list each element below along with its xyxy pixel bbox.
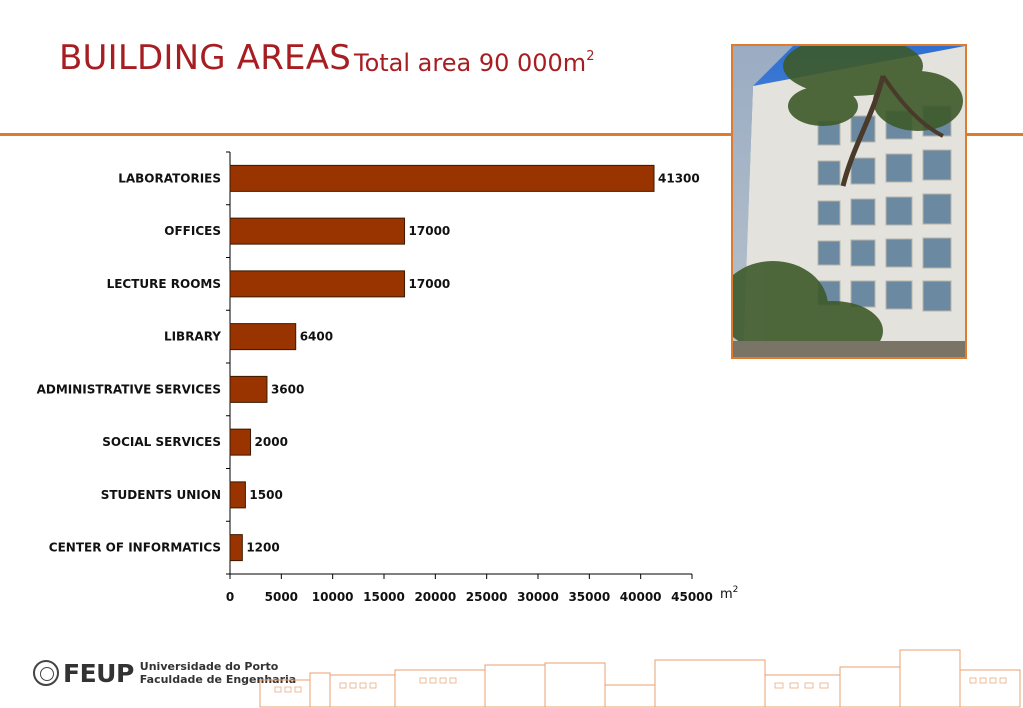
header-divider xyxy=(0,133,1023,136)
institution-line-2: Faculdade de Engenharia xyxy=(139,673,297,686)
x-tick-label: 20000 xyxy=(414,590,456,604)
category-label: LABORATORIES xyxy=(118,171,221,185)
x-tick-label: 0 xyxy=(226,590,234,604)
category-label: SOCIAL SERVICES xyxy=(102,435,221,449)
total-area-text: Total area 90 000m xyxy=(354,49,587,77)
page-title: BUILDING AREAS xyxy=(59,38,351,78)
x-tick-label: 15000 xyxy=(363,590,405,604)
institution-line-1: Universidade do Porto xyxy=(139,660,279,673)
y-axis-ticks xyxy=(226,151,230,575)
category-labels-group: LABORATORIES OFFICES LECTURE ROOMS LIBRARY A… xyxy=(37,171,222,554)
x-tick-label: 25000 xyxy=(466,590,508,604)
x-axis-ticks xyxy=(229,574,693,579)
category-label: LIBRARY xyxy=(164,330,221,344)
data-label: 1200 xyxy=(246,541,279,555)
data-labels-group: 41300 17000 17000 6400 3600 2000 1500 1200 xyxy=(246,171,699,554)
data-label: 6400 xyxy=(300,330,333,344)
x-axis-unit-sup: 2 xyxy=(733,585,739,595)
bar xyxy=(229,323,297,351)
building-areas-chart: 41300 17000 17000 6400 3600 2000 1500 1200 LABO… xyxy=(37,151,738,604)
x-tick-labels-group: 0 5000 10000 15000 20000 25000 30000 35000 40000… xyxy=(226,590,713,604)
data-label: 41300 xyxy=(658,171,700,185)
feup-logo: FEUP Universidade do Porto Faculdade de … xyxy=(33,658,296,688)
total-area-subtitle: Total area 90 000m2 xyxy=(354,49,594,77)
bar xyxy=(229,217,406,245)
x-tick-label: 35000 xyxy=(568,590,610,604)
data-label: 3600 xyxy=(271,382,304,396)
bar xyxy=(229,164,655,192)
building-photo-icon xyxy=(733,46,965,357)
x-tick-label: 10000 xyxy=(312,590,354,604)
x-tick-label: 40000 xyxy=(620,590,662,604)
x-axis-unit: m2 xyxy=(720,585,738,602)
data-label: 2000 xyxy=(255,435,288,449)
building-photo xyxy=(731,44,967,359)
campus-sketch-icon xyxy=(259,649,1021,708)
category-label: OFFICES xyxy=(164,224,221,238)
data-label: 17000 xyxy=(409,277,451,291)
total-area-sup: 2 xyxy=(586,49,595,64)
category-label: STUDENTS UNION xyxy=(101,488,221,502)
bars-group xyxy=(229,164,655,562)
bar xyxy=(229,481,246,509)
category-label: LECTURE ROOMS xyxy=(107,277,221,291)
bar xyxy=(229,270,406,298)
x-tick-label: 45000 xyxy=(671,590,713,604)
x-tick-label: 30000 xyxy=(517,590,559,604)
category-label: CENTER OF INFORMATICS xyxy=(49,541,221,555)
institution-name: Universidade do Porto Faculdade de Engen… xyxy=(140,660,296,686)
data-label: 1500 xyxy=(249,488,282,502)
x-tick-label: 5000 xyxy=(265,590,298,604)
bar xyxy=(229,534,243,562)
feup-wordmark: FEUP xyxy=(63,658,134,688)
data-label: 17000 xyxy=(409,224,451,238)
x-axis-unit-base: m xyxy=(720,587,733,602)
bar xyxy=(229,428,252,456)
bar xyxy=(229,375,268,403)
category-label: ADMINISTRATIVE SERVICES xyxy=(37,382,221,396)
university-seal-icon xyxy=(33,660,59,686)
